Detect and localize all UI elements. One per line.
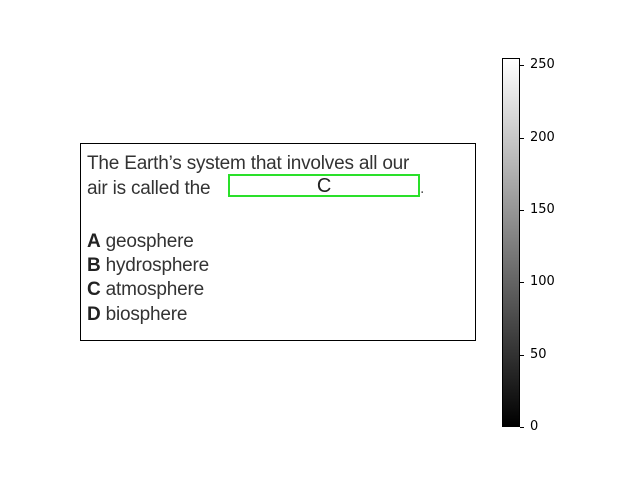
colorbar (502, 58, 520, 427)
colorbar-tick-mark (520, 282, 524, 283)
option-c-text: atmosphere (105, 279, 205, 300)
answer-box: C (228, 174, 420, 197)
colorbar-tick-label: 0 (530, 419, 539, 434)
question-line-1: The Earth’s system that involves all our (87, 153, 410, 174)
colorbar-tick-label: 250 (530, 57, 555, 72)
option-a-letter: A (87, 231, 101, 252)
image-panel: The Earth’s system that involves all our… (80, 143, 476, 341)
colorbar-tick-mark (520, 427, 524, 428)
option-c: C atmosphere (87, 279, 204, 301)
colorbar-tick-label: 150 (530, 202, 555, 217)
colorbar-tick-mark (520, 355, 524, 356)
colorbar-tick-mark (520, 138, 524, 139)
option-d: D biosphere (87, 304, 187, 326)
colorbar-tick-label: 100 (530, 274, 555, 289)
option-c-letter: C (87, 279, 101, 300)
option-a-text: geosphere (105, 231, 194, 252)
question-line-2: air is called the (87, 178, 211, 199)
option-b-text: hydrosphere (105, 255, 210, 276)
option-d-letter: D (87, 304, 101, 325)
answer-period: . (420, 180, 425, 197)
colorbar-tick-mark (520, 65, 524, 66)
option-d-text: biosphere (105, 304, 188, 325)
option-b: B hydrosphere (87, 255, 209, 277)
option-b-letter: B (87, 255, 101, 276)
option-a: A geosphere (87, 231, 194, 253)
colorbar-tick-label: 200 (530, 130, 555, 145)
colorbar-tick-label: 50 (530, 347, 547, 362)
colorbar-tick-mark (520, 210, 524, 211)
